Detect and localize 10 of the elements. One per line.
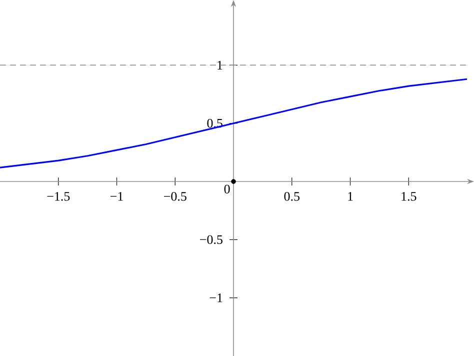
y-tick-label: −1 xyxy=(210,294,222,302)
x-tick-label: −1 xyxy=(110,192,123,201)
x-tick-label: 1 xyxy=(348,192,353,201)
x-tick-label: 0.5 xyxy=(284,192,300,201)
x-tick-label: −0.5 xyxy=(164,192,186,201)
annotation: 0 xyxy=(224,184,230,194)
x-tick-label: −1.5 xyxy=(47,192,70,201)
x-tick-label: 1.5 xyxy=(402,192,416,201)
y-tick-label: −0.5 xyxy=(200,235,222,244)
y-tick-label: 1 xyxy=(218,60,222,70)
